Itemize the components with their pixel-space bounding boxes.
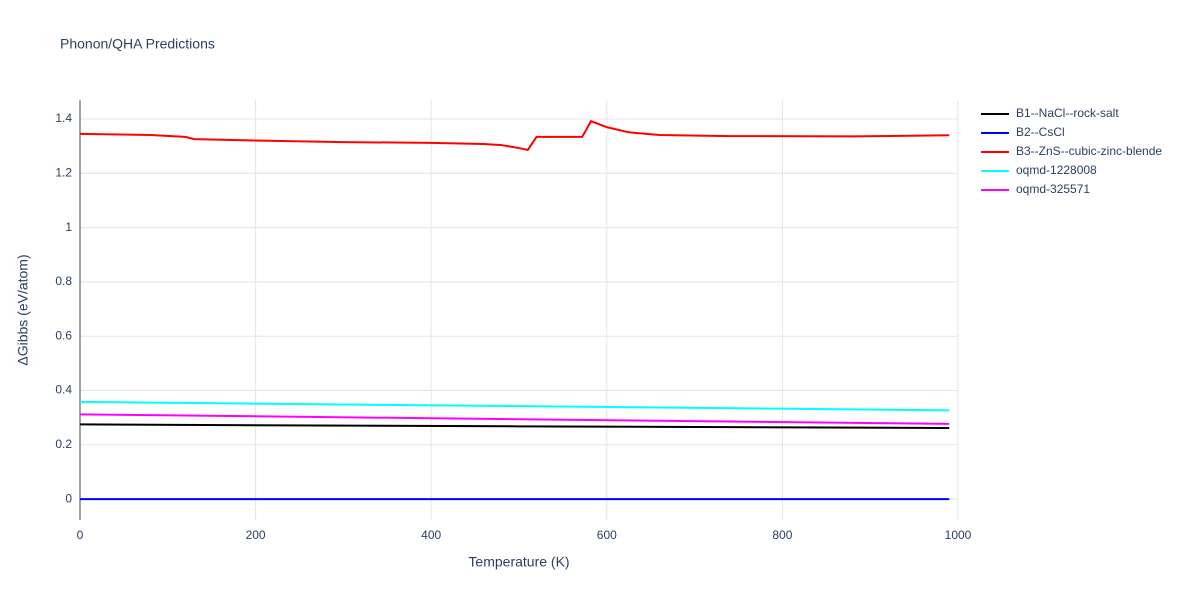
legend-label: B2--CsCl xyxy=(1016,125,1065,139)
y-tick-label: 0.4 xyxy=(55,383,72,397)
line-series xyxy=(79,400,950,412)
y-tick-label: 1.2 xyxy=(55,165,72,179)
x-tick-label: 800 xyxy=(772,528,792,542)
y-tick-label: 1 xyxy=(65,220,72,234)
legend-label: oqmd-325571 xyxy=(1016,182,1090,196)
line-series xyxy=(79,119,950,152)
x-tick-label: 600 xyxy=(597,528,617,542)
x-tick-label: 0 xyxy=(77,528,84,542)
x-tick-label: 1000 xyxy=(945,528,972,542)
y-tick-label: 0.6 xyxy=(55,328,72,342)
x-tick-label: 400 xyxy=(421,528,441,542)
y-tick-label: 0.8 xyxy=(55,274,72,288)
line-series xyxy=(79,423,950,429)
y-tick-label: 0 xyxy=(65,491,72,505)
legend-label: oqmd-1228008 xyxy=(1016,163,1097,177)
legend-label: B1--NaCl--rock-salt xyxy=(1016,106,1119,120)
x-axis-label: Temperature (K) xyxy=(468,554,569,570)
y-axis-label: ΔGibbs (eV/atom) xyxy=(15,254,31,365)
legend-label: B3--ZnS--cubic-zinc-blende xyxy=(1016,144,1162,158)
x-tick-label: 200 xyxy=(246,528,266,542)
chart-title: Phonon/QHA Predictions xyxy=(60,36,215,52)
line-series xyxy=(79,413,950,425)
y-tick-label: 1.4 xyxy=(55,111,72,125)
y-tick-label: 0.2 xyxy=(55,437,72,451)
